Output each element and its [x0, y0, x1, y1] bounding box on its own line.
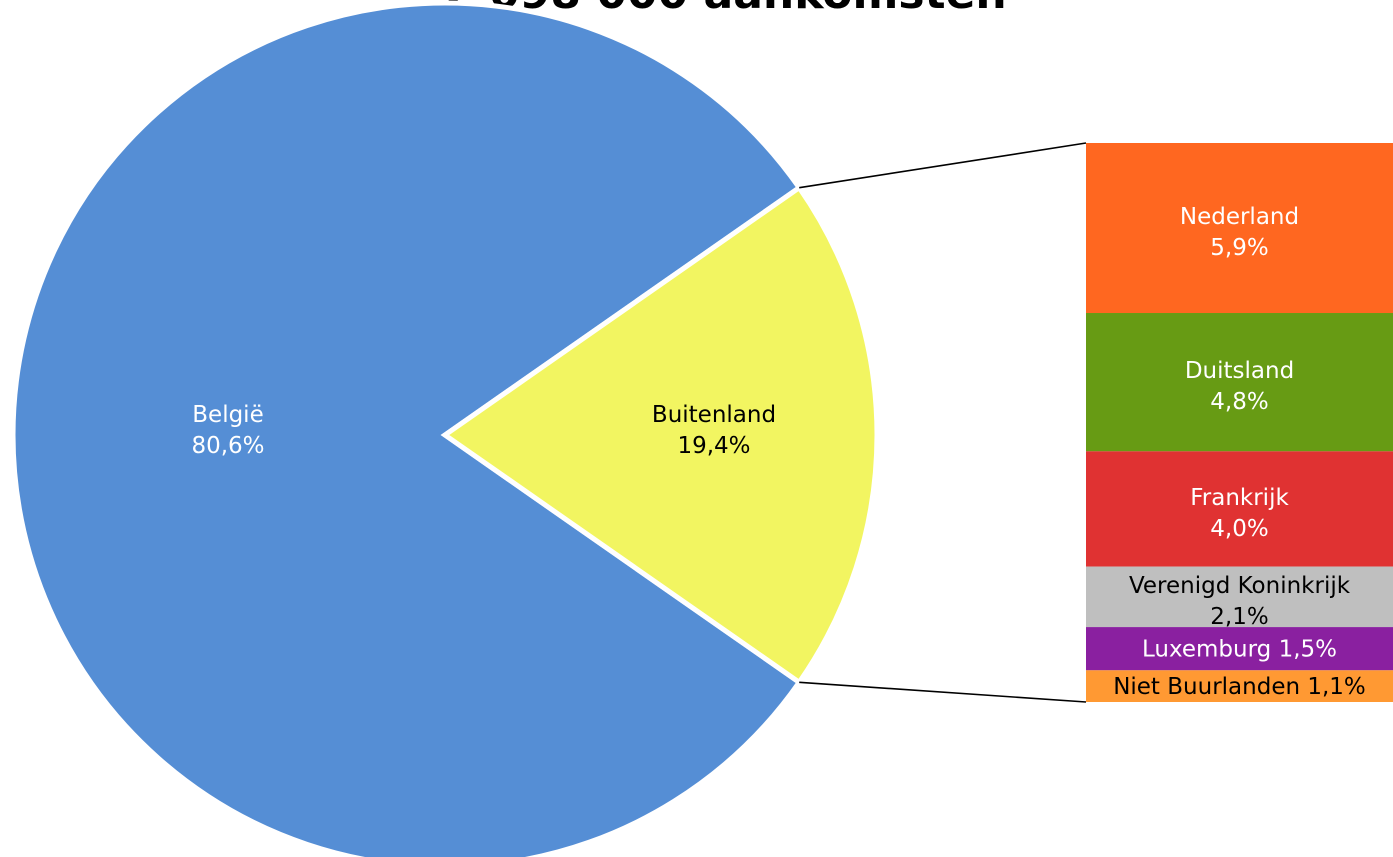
- bar-segment-niet-buurlanden: [1086, 670, 1393, 702]
- connector-line-bottom: [799, 681, 1087, 703]
- breakdown-bar: Nederland 5,9% Duitsland 4,8% Frankrijk 4,0% V…: [1086, 143, 1393, 702]
- bar-segment-verenigd-koninkrijk: [1086, 566, 1393, 628]
- bar-label-duitsland: Duitsland: [1185, 358, 1294, 384]
- bar-label-luxemburg: Luxemburg 1,5%: [1142, 637, 1337, 663]
- pie-label-belgie: België: [192, 402, 263, 428]
- bar-segment-luxemburg: [1086, 627, 1393, 671]
- bar-label-name-niet-buurlanden: Niet Buurlanden: [1113, 674, 1307, 700]
- connector-lines: [799, 142, 1087, 703]
- bar-label-nederland: Nederland: [1180, 204, 1299, 230]
- pie-value-belgie: 80,6%: [191, 433, 264, 459]
- pie-value-buitenland: 19,4%: [677, 433, 750, 459]
- bar-value-niet-buurlanden: 1,1%: [1307, 674, 1365, 700]
- bar-segment-nederland: [1086, 143, 1393, 314]
- bar-label-verenigd-koninkrijk: Verenigd Koninkrijk: [1129, 573, 1351, 599]
- bar-label-niet-buurlanden: Niet Buurlanden 1,1%: [1113, 674, 1366, 700]
- bar-label-name-luxemburg: Luxemburg: [1142, 637, 1279, 663]
- chart-title: 2 098 000 aankomsten: [443, 0, 1007, 19]
- bar-label-frankrijk: Frankrijk: [1190, 485, 1289, 511]
- bar-value-luxemburg: 1,5%: [1279, 637, 1337, 663]
- bar-value-verenigd-koninkrijk: 2,1%: [1210, 604, 1268, 630]
- pie-slice-belgie: [10, 0, 803, 857]
- pie-slice-buitenland: [440, 184, 880, 686]
- bar-value-duitsland: 4,8%: [1210, 389, 1268, 415]
- pie: België 80,6% Buitenland 19,4%: [10, 0, 880, 857]
- bar-segment-duitsland: [1086, 313, 1393, 452]
- bar-value-frankrijk: 4,0%: [1210, 516, 1268, 542]
- bar-value-nederland: 5,9%: [1210, 235, 1268, 261]
- connector-line-top: [799, 142, 1087, 189]
- bar-segment-frankrijk: [1086, 451, 1393, 567]
- pie-label-buitenland: Buitenland: [652, 402, 776, 428]
